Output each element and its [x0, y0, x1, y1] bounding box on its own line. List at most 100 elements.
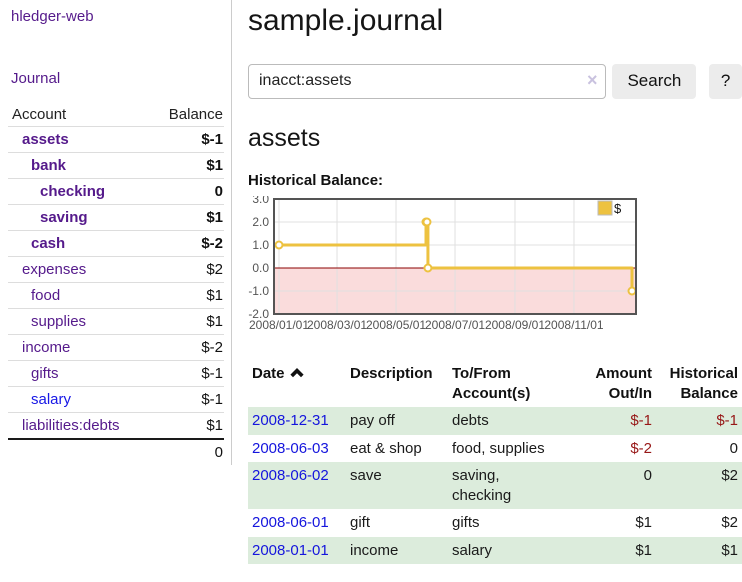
- y-tick-label: 2.0: [252, 215, 269, 229]
- account-row: assets $-1: [8, 126, 224, 153]
- transaction-date-cell: 2008-06-03: [248, 435, 346, 463]
- data-point-marker: [627, 286, 637, 295]
- account-balance: $-2: [149, 334, 224, 361]
- account-row: expenses $2: [8, 256, 224, 283]
- sidebar-account-link-food[interactable]: food: [31, 287, 61, 304]
- page-title: sample.journal: [248, 4, 444, 37]
- y-tick-label: -1.0: [248, 284, 269, 298]
- sidebar-account-link-liabilities-debts[interactable]: liabilities:debts: [22, 417, 120, 434]
- transaction-balance: $2: [721, 514, 738, 531]
- table-row: 2008-06-02 save saving, checking 0 $2: [248, 462, 742, 509]
- transaction-description: save: [350, 467, 382, 484]
- y-tick-label: -2.0: [248, 307, 269, 321]
- legend-label: $: [614, 201, 622, 216]
- account-balance: $1: [149, 152, 224, 179]
- sort-ascending-icon: [289, 367, 304, 377]
- data-point-marker: [423, 263, 433, 272]
- app-title[interactable]: hledger-web: [11, 8, 94, 25]
- account-row: cash $-2: [8, 230, 224, 257]
- table-row: 2008-06-03 eat & shop food, supplies $-2 0: [248, 435, 742, 463]
- transaction-amount: $1: [635, 514, 652, 531]
- transaction-description: pay off: [350, 412, 395, 429]
- sidebar-item-journal[interactable]: Journal: [11, 70, 61, 87]
- plot-border: [273, 197, 637, 315]
- search-button[interactable]: Search: [612, 63, 697, 99]
- sidebar-account-link-gifts[interactable]: gifts: [31, 365, 59, 382]
- accounts-total-row: 0: [8, 438, 224, 465]
- main-content: sample.journal × Search ? assets Histori…: [248, 0, 742, 564]
- account-page-title: assets: [248, 123, 321, 152]
- transaction-accounts: salary: [452, 541, 493, 559]
- account-row: checking 0: [8, 178, 224, 205]
- account-row: supplies $1: [8, 308, 224, 335]
- accounts-header-account: Account: [8, 103, 150, 127]
- search-input-wrap: ×: [248, 63, 607, 99]
- transaction-accounts: saving, checking: [452, 467, 512, 504]
- sidebar-account-link-income[interactable]: income: [22, 339, 71, 356]
- sidebar-account-link-expenses[interactable]: expenses: [22, 261, 87, 278]
- transaction-description: gift: [350, 514, 371, 531]
- transaction-amount: 0: [643, 467, 652, 484]
- account-row: food $1: [8, 282, 224, 309]
- account-balance: $-1: [149, 386, 224, 413]
- transaction-date-cell: 2008-01-01: [248, 537, 346, 565]
- sidebar-account-link-saving[interactable]: saving: [40, 209, 88, 226]
- y-tick-label: 0.0: [252, 261, 269, 275]
- y-tick-label: 1.0: [252, 238, 269, 252]
- accounts-header-balance: Balance: [149, 103, 224, 127]
- table-row: 2008-01-01 income salary $1 $1: [248, 536, 742, 565]
- transaction-description: income: [350, 541, 399, 559]
- transaction-accounts: debts: [452, 412, 489, 429]
- transaction-date-cell: 2008-06-02: [248, 462, 346, 509]
- transaction-accounts: food, supplies: [452, 439, 545, 457]
- x-tick-label: 2008/05/01: [366, 318, 426, 332]
- transaction-accounts: gifts: [452, 514, 480, 531]
- account-balance: $1: [149, 308, 224, 335]
- transaction-date-link[interactable]: 2008-06-03: [252, 439, 329, 457]
- account-balance: $-2: [149, 230, 224, 257]
- register-header-description: Description: [350, 364, 433, 382]
- clear-search-icon[interactable]: ×: [586, 69, 598, 90]
- transaction-date-cell: 2008-06-01: [248, 509, 346, 537]
- transaction-date-link[interactable]: 2008-01-01: [252, 541, 329, 559]
- register-header-date[interactable]: Date: [248, 361, 346, 408]
- account-row: income $-2: [8, 334, 224, 361]
- sidebar: hledger-web Journal Account Balance asse…: [0, 0, 232, 465]
- transaction-description: eat & shop: [350, 439, 422, 457]
- account-row: gifts $-1: [8, 360, 224, 387]
- account-balance: $1: [149, 282, 224, 309]
- transaction-date-link[interactable]: 2008-06-01: [252, 514, 329, 531]
- search-form: × Search ?: [248, 63, 742, 99]
- transaction-balance: 0: [729, 439, 738, 457]
- search-input[interactable]: [248, 63, 607, 99]
- register-body: 2008-12-31 pay off debts $-1 $-1 2008-06-03 ea…: [248, 407, 742, 564]
- data-point-marker: [422, 217, 432, 226]
- transaction-amount: $-2: [630, 439, 652, 457]
- transaction-balance: $2: [721, 467, 738, 484]
- x-tick-label: 2008/03/01: [307, 318, 367, 332]
- transaction-date-cell: 2008-12-31: [248, 407, 346, 435]
- transaction-amount: $-1: [630, 412, 652, 429]
- sidebar-account-link-bank[interactable]: bank: [31, 157, 67, 174]
- account-row: saving $1: [8, 204, 224, 231]
- account-balance: $-1: [149, 126, 224, 153]
- accounts-total-value: 0: [149, 438, 224, 465]
- register-header-balance: Historical Balance: [669, 364, 738, 402]
- sidebar-account-link-salary[interactable]: salary: [31, 391, 72, 408]
- table-row: 2008-12-31 pay off debts $-1 $-1: [248, 407, 742, 435]
- data-point-marker: [274, 240, 284, 249]
- transaction-date-link[interactable]: 2008-06-02: [252, 467, 329, 484]
- sidebar-account-link-supplies[interactable]: supplies: [31, 313, 87, 330]
- sidebar-account-link-assets[interactable]: assets: [22, 131, 69, 148]
- sidebar-account-link-cash[interactable]: cash: [31, 235, 66, 252]
- legend-swatch: [597, 200, 613, 215]
- transaction-date-link[interactable]: 2008-12-31: [252, 412, 329, 429]
- sidebar-account-link-checking[interactable]: checking: [40, 183, 106, 200]
- help-button[interactable]: ?: [709, 63, 742, 99]
- table-row: 2008-06-01 gift gifts $1 $2: [248, 509, 742, 537]
- x-tick-label: 2008/01/01: [249, 318, 309, 332]
- account-row: salary $-1: [8, 386, 224, 413]
- x-tick-label: 2008/09/01: [485, 318, 545, 332]
- transaction-balance: $1: [721, 541, 738, 559]
- account-balance: $1: [149, 412, 224, 440]
